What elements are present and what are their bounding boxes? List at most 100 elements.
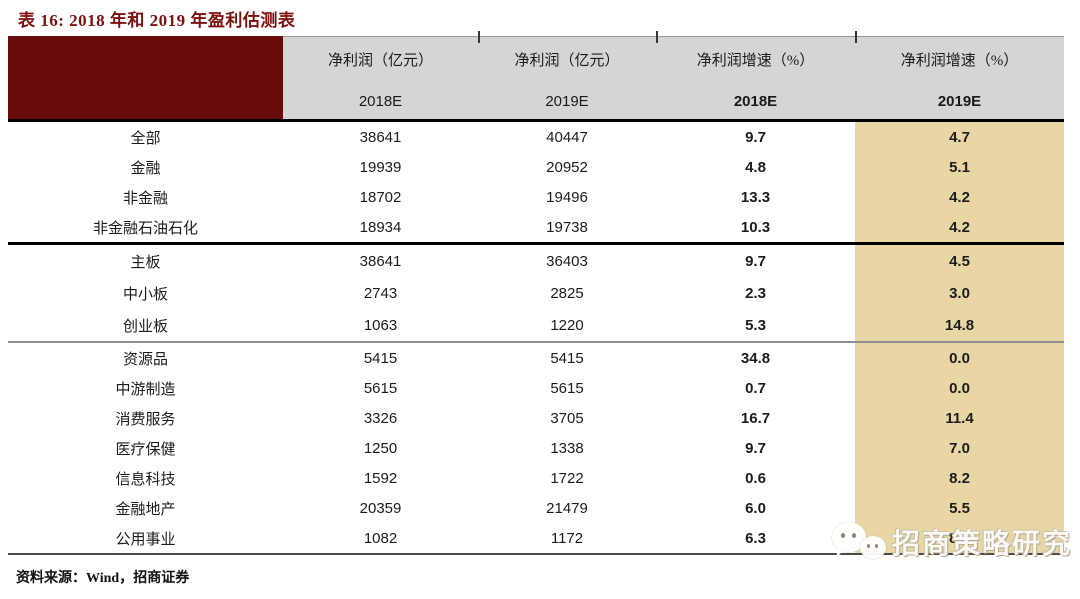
row-label: 非金融石油石化 bbox=[92, 220, 198, 237]
cell-value: 18934 bbox=[359, 218, 402, 236]
row-label: 主板 bbox=[130, 254, 161, 271]
row-label: 金融地产 bbox=[115, 501, 176, 518]
column-tick bbox=[656, 31, 658, 43]
cell-value: 1592 bbox=[363, 469, 398, 487]
table-row: 创业板 1063 1220 5.3 14.8 bbox=[8, 309, 1064, 341]
cell-value: 5615 bbox=[550, 379, 584, 397]
cell-value: 38641 bbox=[359, 252, 402, 270]
table-row: 中小板 2743 2825 2.3 3.0 bbox=[8, 277, 1064, 309]
cell-value: 13.3 bbox=[740, 188, 771, 206]
table-row: 中游制造 5615 5615 0.7 0.0 bbox=[8, 373, 1064, 403]
cell-value: 4.7 bbox=[855, 122, 1064, 152]
cell-value: 5415 bbox=[550, 349, 584, 367]
cell-value: 1082 bbox=[363, 529, 398, 547]
watermark-text: 招商策略研究 bbox=[892, 529, 1073, 560]
cell-value: 36403 bbox=[546, 252, 588, 270]
cell-value: 18702 bbox=[359, 188, 402, 206]
cell-value: 14.8 bbox=[855, 309, 1064, 341]
row-label: 资源品 bbox=[122, 351, 168, 368]
row-label: 公用事业 bbox=[115, 531, 176, 548]
table-row: 全部 38641 40447 9.7 4.7 bbox=[8, 122, 1064, 152]
table-row: 非金融石油石化 18934 19738 10.3 4.2 bbox=[8, 212, 1064, 242]
row-label: 全部 bbox=[130, 130, 161, 147]
cell-value: 34.8 bbox=[740, 349, 771, 367]
cell-value: 2.3 bbox=[745, 284, 766, 302]
row-label: 中游制造 bbox=[115, 381, 176, 398]
cell-value: 2743 bbox=[363, 284, 398, 302]
cell-value: 19939 bbox=[359, 158, 402, 176]
table-row: 非金融 18702 19496 13.3 4.2 bbox=[8, 182, 1064, 212]
column-tick bbox=[855, 31, 857, 43]
cell-value: 6.3 bbox=[745, 529, 766, 547]
cell-value: 8.2 bbox=[855, 463, 1064, 493]
header-net-profit-2018: 净利润（亿元） 2018E bbox=[283, 36, 478, 119]
cell-value: 4.2 bbox=[855, 212, 1064, 242]
cell-value: 6.0 bbox=[745, 499, 766, 517]
cell-value: 21479 bbox=[546, 499, 588, 517]
cell-value: 38641 bbox=[359, 128, 402, 146]
cell-value: 9.7 bbox=[745, 439, 766, 457]
cell-value: 5.3 bbox=[745, 316, 766, 334]
cell-value: 3326 bbox=[363, 409, 398, 427]
cell-value: 1172 bbox=[550, 529, 584, 547]
cell-value: 20952 bbox=[546, 158, 588, 176]
header-year: 2019E bbox=[545, 93, 589, 110]
column-tick bbox=[478, 31, 480, 43]
table-title: 表 16: 2018 年和 2019 年盈利估测表 bbox=[18, 11, 296, 30]
table-row: 主板 38641 36403 9.7 4.5 bbox=[8, 245, 1064, 277]
cell-value: 11.4 bbox=[855, 403, 1064, 433]
header-label: 净利润（亿元） bbox=[514, 53, 620, 69]
header-year: 2018E bbox=[733, 93, 778, 110]
cell-value: 0.6 bbox=[745, 469, 766, 487]
table-row: 金融地产 20359 21479 6.0 5.5 bbox=[8, 493, 1064, 523]
cell-value: 3.0 bbox=[855, 277, 1064, 309]
row-label: 消费服务 bbox=[115, 411, 176, 428]
row-group: 主板 38641 36403 9.7 4.5 中小板 2743 2825 2.3 3.0 创业板 10… bbox=[8, 245, 1064, 343]
cell-value: 0.7 bbox=[745, 379, 766, 397]
header-growth-2018: 净利润增速（%） 2018E bbox=[656, 36, 855, 119]
row-group: 资源品 5415 5415 34.8 0.0 中游制造 5615 5615 0.7 0.0 消费服务… bbox=[8, 343, 1064, 555]
cell-value: 5.5 bbox=[855, 493, 1064, 523]
cell-value: 9.7 bbox=[745, 128, 766, 146]
table-row: 资源品 5415 5415 34.8 0.0 bbox=[8, 343, 1064, 373]
row-label: 非金融 bbox=[122, 190, 168, 207]
watermark: 招商策略研究 bbox=[830, 520, 1072, 564]
table-row: 医疗保健 1250 1338 9.7 7.0 bbox=[8, 433, 1064, 463]
row-label: 创业板 bbox=[122, 318, 168, 335]
cell-value: 10.3 bbox=[740, 218, 771, 236]
row-label: 金融 bbox=[130, 160, 161, 177]
cell-value: 4.5 bbox=[855, 245, 1064, 277]
row-group: 全部 38641 40447 9.7 4.7 金融 19939 20952 4.8 5.1 非金融 1… bbox=[8, 122, 1064, 245]
cell-value: 2825 bbox=[550, 284, 584, 302]
table-header-row: 净利润（亿元） 2018E 净利润（亿元） 2019E 净利润增速（%） 201… bbox=[8, 36, 1064, 122]
cell-value: 7.0 bbox=[855, 433, 1064, 463]
cell-value: 1063 bbox=[363, 316, 398, 334]
cell-value: 16.7 bbox=[740, 409, 771, 427]
header-label: 净利润增速（%） bbox=[900, 53, 1019, 69]
cell-value: 19738 bbox=[546, 218, 588, 236]
cell-value: 20359 bbox=[359, 499, 402, 517]
cell-value: 0.0 bbox=[855, 373, 1064, 403]
cell-value: 1220 bbox=[550, 316, 584, 334]
row-label: 医疗保健 bbox=[115, 441, 176, 458]
row-label: 中小板 bbox=[122, 286, 168, 303]
cell-value: 5.1 bbox=[855, 152, 1064, 182]
cell-value: 1250 bbox=[363, 439, 398, 457]
header-label: 净利润增速（%） bbox=[696, 53, 815, 69]
header-year: 2019E bbox=[937, 93, 982, 110]
table-row: 信息科技 1592 1722 0.6 8.2 bbox=[8, 463, 1064, 493]
cell-value: 4.2 bbox=[855, 182, 1064, 212]
table-body: 全部 38641 40447 9.7 4.7 金融 19939 20952 4.8 5.1 非金融 1… bbox=[8, 122, 1064, 555]
cell-value: 19496 bbox=[546, 188, 588, 206]
cell-value: 8.3 bbox=[855, 523, 1064, 553]
cell-value: 1722 bbox=[550, 469, 584, 487]
header-year: 2018E bbox=[358, 93, 403, 110]
source-note: 资料来源：Wind，招商证券 bbox=[16, 571, 190, 586]
cell-value: 3705 bbox=[550, 409, 584, 427]
table-row: 公用事业 1082 1172 6.3 8.3 bbox=[8, 523, 1064, 553]
cell-value: 40447 bbox=[546, 128, 588, 146]
table-row: 消费服务 3326 3705 16.7 11.4 bbox=[8, 403, 1064, 433]
header-growth-2019: 净利润增速（%） 2019E bbox=[855, 36, 1064, 119]
cell-value: 0.0 bbox=[855, 343, 1064, 373]
